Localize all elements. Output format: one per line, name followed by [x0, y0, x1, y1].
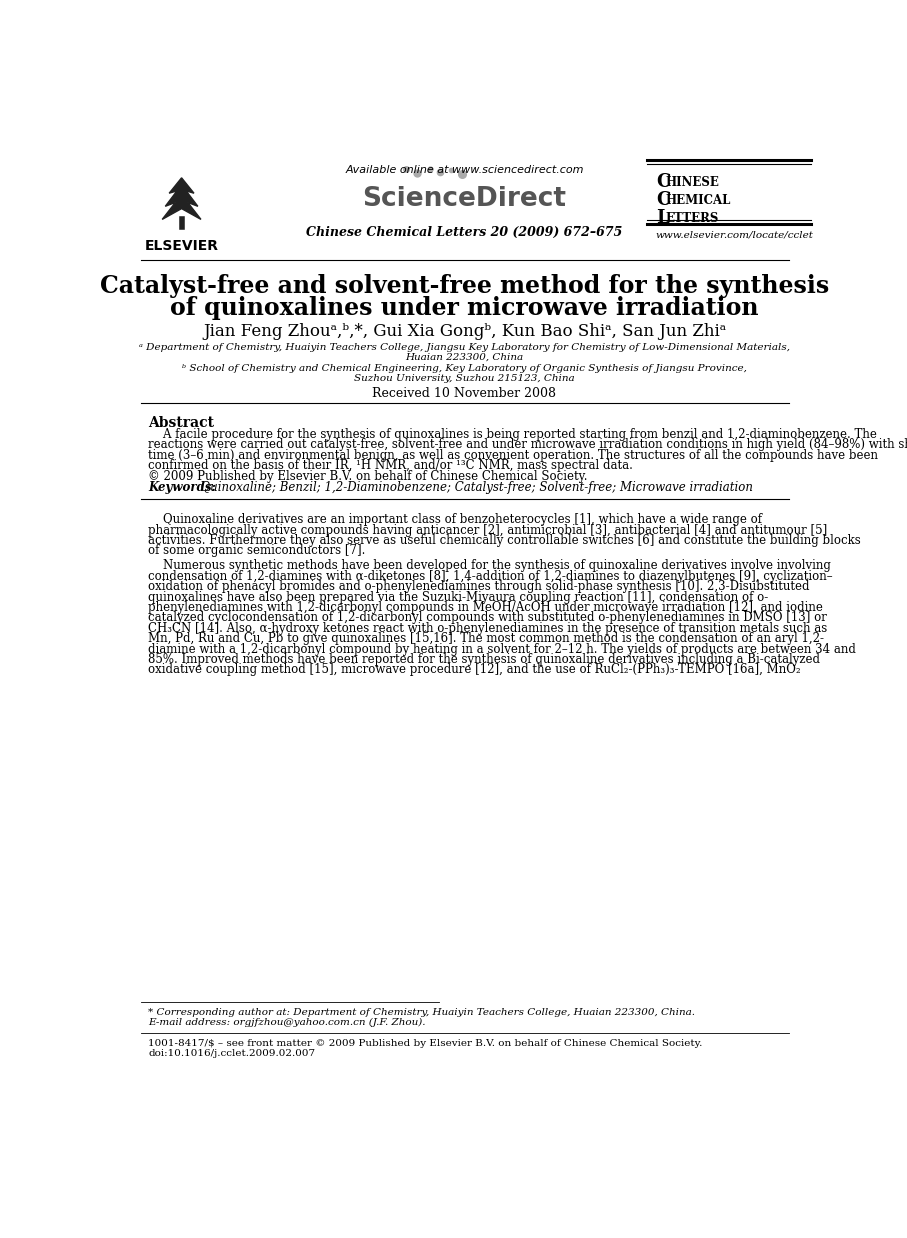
Text: ELSEVIER: ELSEVIER [144, 239, 219, 254]
Text: Numerous synthetic methods have been developed for the synthesis of quinoxaline : Numerous synthetic methods have been dev… [148, 560, 831, 572]
Text: © 2009 Published by Elsevier B.V. on behalf of Chinese Chemical Society.: © 2009 Published by Elsevier B.V. on beh… [148, 469, 588, 483]
Polygon shape [162, 178, 201, 219]
Text: reactions were carried out catalyst-free, solvent-free and under microwave irrad: reactions were carried out catalyst-free… [148, 438, 907, 452]
Text: Mn, Pd, Ru and Cu, Pb to give quinoxalines [15,16]. The most common method is th: Mn, Pd, Ru and Cu, Pb to give quinoxalin… [148, 633, 824, 645]
Text: ETTERS: ETTERS [666, 212, 719, 225]
Text: E-mail address: orgjfzhou@yahoo.com.cn (J.F. Zhou).: E-mail address: orgjfzhou@yahoo.com.cn (… [148, 1018, 425, 1028]
Text: Jian Feng Zhouᵃ,ᵇ,*, Gui Xia Gongᵇ, Kun Bao Shiᵃ, San Jun Zhiᵃ: Jian Feng Zhouᵃ,ᵇ,*, Gui Xia Gongᵇ, Kun … [203, 323, 726, 339]
Text: condensation of 1,2-diamines with α-diketones [8], 1,4-addition of 1,2-diamines : condensation of 1,2-diamines with α-dike… [148, 569, 833, 583]
Text: ᵇ School of Chemistry and Chemical Engineering, Key Laboratory of Organic Synthe: ᵇ School of Chemistry and Chemical Engin… [182, 364, 746, 373]
Text: ScienceDirect: ScienceDirect [363, 186, 567, 212]
Text: Quinoxaline derivatives are an important class of benzoheterocycles [1], which h: Quinoxaline derivatives are an important… [148, 514, 762, 526]
Text: quinoxalines have also been prepared via the Suzuki-Miyaura coupling reaction [1: quinoxalines have also been prepared via… [148, 591, 768, 604]
Text: of quinoxalines under microwave irradiation: of quinoxalines under microwave irradiat… [171, 296, 758, 321]
Text: of some organic semiconductors [7].: of some organic semiconductors [7]. [148, 545, 366, 557]
Text: confirmed on the basis of their IR, ¹H NMR, and/or ¹³C NMR, mass spectral data.: confirmed on the basis of their IR, ¹H N… [148, 459, 633, 472]
Text: 1001-8417/$ – see front matter © 2009 Published by Elsevier B.V. on behalf of Ch: 1001-8417/$ – see front matter © 2009 Pu… [148, 1040, 703, 1049]
Text: L: L [656, 209, 668, 227]
Text: pharmacologically active compounds having anticancer [2], antimicrobial [3], ant: pharmacologically active compounds havin… [148, 524, 827, 536]
Text: Received 10 November 2008: Received 10 November 2008 [373, 387, 557, 400]
Text: doi:10.1016/j.cclet.2009.02.007: doi:10.1016/j.cclet.2009.02.007 [148, 1050, 316, 1058]
Text: * Corresponding author at: Department of Chemistry, Huaiyin Teachers College, Hu: * Corresponding author at: Department of… [148, 1008, 696, 1016]
Text: oxidative coupling method [15], microwave procedure [12], and the use of RuCl₂-(: oxidative coupling method [15], microwav… [148, 664, 801, 676]
Text: diamine with a 1,2-dicarbonyl compound by heating in a solvent for 2–12 h. The y: diamine with a 1,2-dicarbonyl compound b… [148, 643, 856, 655]
Text: CH₃CN [14]. Also, α-hydroxy ketones react with o-phenylenediamines in the presen: CH₃CN [14]. Also, α-hydroxy ketones reac… [148, 621, 827, 635]
Text: 85%. Improved methods have been reported for the synthesis of quinoxaline deriva: 85%. Improved methods have been reported… [148, 652, 820, 666]
Text: phenylenediamines with 1,2-dicarbonyl compounds in MeOH/AcOH under microwave irr: phenylenediamines with 1,2-dicarbonyl co… [148, 600, 824, 614]
Text: Available online at www.sciencedirect.com: Available online at www.sciencedirect.co… [346, 166, 584, 176]
Text: oxidation of phenacyl bromides and o-phenylenediamines through solid-phase synth: oxidation of phenacyl bromides and o-phe… [148, 581, 810, 593]
Text: Chinese Chemical Letters 20 (2009) 672–675: Chinese Chemical Letters 20 (2009) 672–6… [307, 225, 622, 239]
Text: activities. Furthermore they also serve as useful chemically controllable switch: activities. Furthermore they also serve … [148, 534, 861, 547]
Text: ᵃ Department of Chemistry, Huaiyin Teachers College, Jiangsu Key Laboratory for : ᵃ Department of Chemistry, Huaiyin Teach… [139, 343, 790, 352]
Text: C: C [656, 173, 670, 191]
Text: Keywords:: Keywords: [148, 480, 216, 494]
Text: Catalyst-free and solvent-free method for the synthesis: Catalyst-free and solvent-free method fo… [100, 274, 829, 298]
Text: catalyzed cyclocondensation of 1,2-dicarbonyl compounds with substituted o-pheny: catalyzed cyclocondensation of 1,2-dicar… [148, 612, 827, 624]
Text: A facile procedure for the synthesis of quinoxalines is being reported starting : A facile procedure for the synthesis of … [148, 428, 877, 441]
Text: Abstract: Abstract [148, 416, 214, 430]
Text: Quinoxaline; Benzil; 1,2-Diaminobenzene; Catalyst-free; Solvent-free; Microwave : Quinoxaline; Benzil; 1,2-Diaminobenzene;… [193, 480, 753, 494]
Text: time (3–6 min) and environmental benign, as well as convenient operation. The st: time (3–6 min) and environmental benign,… [148, 449, 878, 462]
Text: C: C [656, 191, 670, 209]
Text: Suzhou University, Suzhou 215123, China: Suzhou University, Suzhou 215123, China [354, 374, 575, 384]
Text: HEMICAL: HEMICAL [666, 194, 731, 207]
Text: www.elsevier.com/locate/cclet: www.elsevier.com/locate/cclet [656, 232, 814, 240]
Text: Huaian 223300, China: Huaian 223300, China [405, 353, 523, 361]
Text: HINESE: HINESE [666, 176, 720, 189]
